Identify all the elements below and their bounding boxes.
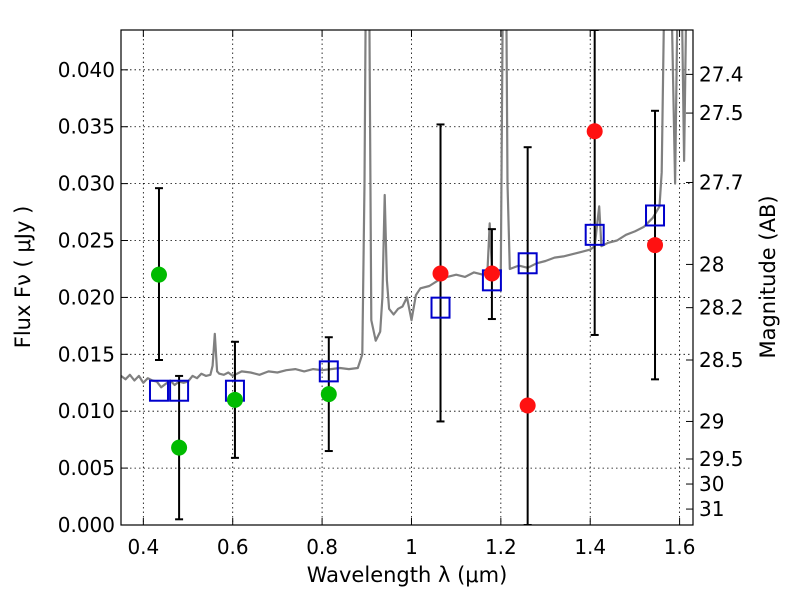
x-tick-label: 0.6 (217, 535, 249, 559)
y-tick-label: 0.020 (58, 285, 115, 309)
x-tick-label: 1.6 (664, 535, 696, 559)
x-tick-label: 1 (405, 535, 418, 559)
data-point (432, 265, 449, 282)
measured-points (150, 123, 664, 456)
data-point (483, 265, 500, 282)
model-photometry-square (645, 204, 666, 227)
spectrum-line (121, 30, 688, 389)
x-axis-ticks: 0.4 0.6 0.8 1 1.2 1.4 1.6 (127, 30, 696, 559)
plot-area (121, 30, 688, 525)
magnitude-tick-label: 28 (699, 252, 724, 276)
data-point (150, 266, 167, 283)
magnitude-tick-label: 31 (699, 497, 724, 521)
x-tick-label: 1.4 (574, 535, 606, 559)
y-tick-label: 0.025 (58, 229, 115, 253)
x-tick-label: 0.4 (127, 535, 159, 559)
y-axis-ticks: 0.000 0.005 0.010 0.015 0.020 0.025 0.030 0.035… (58, 58, 128, 537)
magnitude-tick-label: 27.4 (699, 62, 744, 86)
data-point (171, 439, 188, 456)
magnitude-tick-label: 28.2 (699, 296, 744, 320)
magnitude-tick-label: 29.5 (699, 447, 744, 471)
data-point (647, 237, 664, 254)
x-tick-label: 0.8 (306, 535, 338, 559)
model-photometry-square (584, 223, 605, 246)
magnitude-tick-label: 27.7 (699, 170, 744, 194)
data-point (320, 386, 337, 403)
x-axis-label: Wavelength λ (μm) (307, 563, 508, 587)
y-tick-label: 0.030 (58, 172, 115, 196)
magnitude-tick-label: 28.5 (699, 348, 744, 372)
y-axis-label: Flux Fν ( μJy ) (11, 206, 35, 349)
data-point (586, 123, 603, 140)
model-photometry-square (517, 252, 538, 275)
y-tick-label: 0.005 (58, 456, 115, 480)
magnitude-axis-label: Magnitude (AB) (756, 195, 780, 358)
model-photometry-square (148, 379, 169, 402)
magnitude-tick-label: 30 (699, 472, 724, 496)
y-tick-label: 0.000 (58, 513, 115, 537)
magnitude-tick-label: 29 (699, 409, 724, 433)
plot-frame (120, 29, 694, 526)
model-photometry-square (318, 360, 339, 383)
y-tick-label: 0.015 (58, 342, 115, 366)
x-tick-label: 1.2 (485, 535, 517, 559)
model-photometry-square (169, 379, 190, 402)
data-point (226, 391, 243, 408)
data-point (519, 397, 536, 414)
y-tick-label: 0.035 (58, 115, 115, 139)
magnitude-tick-label: 27.5 (699, 101, 744, 125)
y-tick-label: 0.010 (58, 399, 115, 423)
y-tick-label: 0.040 (58, 58, 115, 82)
model-photometry-square (430, 296, 451, 319)
